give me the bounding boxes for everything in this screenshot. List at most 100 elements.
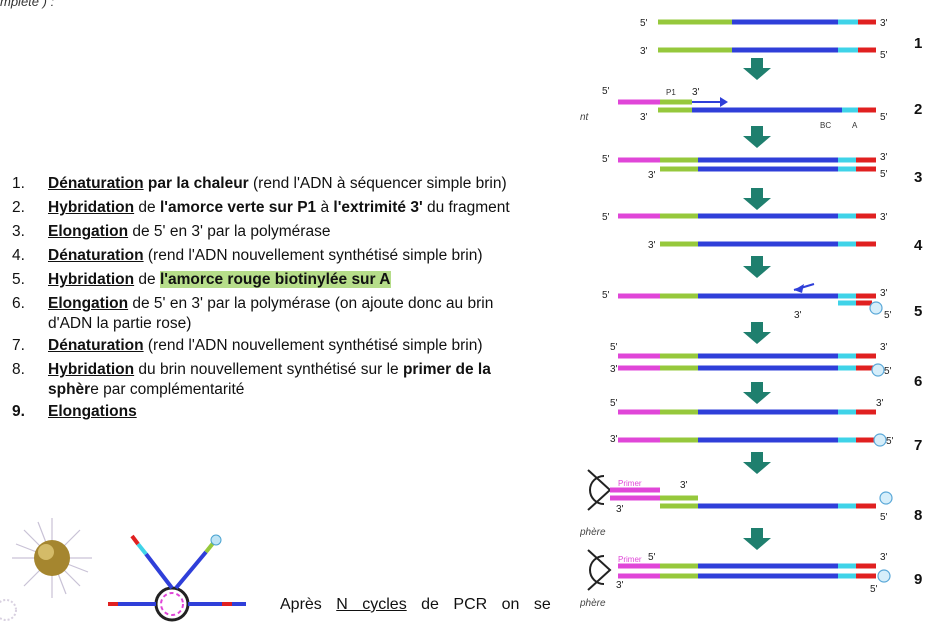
cut-text-nt: nt [580,112,590,123]
step-bold: l'amorce verte sur P1 [159,199,317,216]
strand-end-label: 5' [648,552,656,563]
step-number: 9. [12,403,25,420]
sphere-arc [589,475,605,505]
down-arrow-icon [743,266,771,278]
step-number: 3. [12,223,25,240]
step-keyword: Hybridation [48,199,135,216]
strand-end-label: 5' [880,169,888,180]
truncated-heading-fragment: mplète ) : [0,0,55,9]
strand-end-label: 5' [602,290,610,301]
strand-end-label: 3' [692,87,700,98]
step-text: du fragment [422,199,510,216]
step-1: 1. Dénaturation par la chaleur (rend l'A… [12,172,582,196]
strand-end-label: 3' [610,434,618,445]
steps-list: 1. Dénaturation par la chaleur (rend l'A… [12,172,582,424]
step-number-label: 8 [914,507,922,524]
step-number-label: 7 [914,437,922,454]
step-6: 6. Elongation de 5' en 3' par la polymér… [12,292,582,334]
strand-end-label: 3' [680,480,688,491]
step-continuation: d'ADN la partie rose) [48,315,192,332]
down-arrow-icon [743,68,771,80]
bead-icon [869,301,883,315]
bead-icon [877,569,891,583]
strand-end-label: 5' [602,212,610,223]
strand-end-label: 3' [794,310,802,321]
step-text: de 5' en 3' par la polymérase [128,223,331,240]
step-number: 2. [12,199,25,216]
down-arrow-icon [751,126,763,136]
strand-end-label: 3' [880,288,888,299]
step-keyword: Elongations [48,403,137,420]
strand-end-label: 3' [880,552,888,563]
down-arrow-icon [743,136,771,148]
down-arrow-icon [751,452,763,462]
step-number-label: 2 [914,101,922,118]
down-arrow-icon [743,538,771,550]
sphere-link [587,549,612,591]
strand-end-label: 3' [880,212,888,223]
step-number: 7. [12,337,25,354]
step-keyword: Dénaturation [48,175,144,192]
step-bold: sphèr [48,381,91,398]
cut-text-sphere: phère [580,598,606,609]
down-arrow-icon [751,528,763,538]
down-arrow-icon [743,462,771,474]
strand-end-label: 5' [880,112,888,123]
step-text: (rend l'ADN nouvellement synthétisé simp… [143,247,483,264]
step-5: 5. Hybridation de l'amorce rouge biotiny… [12,268,582,292]
down-arrow-icon [743,392,771,404]
a-label: A [852,121,858,130]
step-keyword: Hybridation [48,361,135,378]
strand-end-label: 3' [610,364,618,375]
step-number: 1. [12,175,25,192]
step-8: 8. Hybridation du brin nouvellement synt… [12,358,582,400]
step-bold: par la chaleur [147,175,249,192]
bead-with-strands-icon [108,534,246,622]
step-text: (rend l'ADN nouvellement synthétisé simp… [143,337,483,354]
arrowhead-icon [794,284,804,293]
step-number-label: 1 [914,35,922,52]
step-text: de 5' en 3' par la polymérase (on ajoute… [128,295,494,312]
bottom-pre: Après [280,596,322,613]
step-keyword: Dénaturation [48,337,144,354]
step-keyword: Dénaturation [48,247,144,264]
strand-end-label: 5' [870,584,878,595]
step-text: e par complémentarité [90,381,245,398]
primer-label: Primer [618,479,642,488]
step-keyword: Elongation [48,223,129,240]
step-number-label: 4 [914,237,923,254]
strand-end-label: 3' [616,580,624,591]
down-arrow-icon [751,188,763,198]
bc-label: BC [820,121,831,130]
step-keyword: Hybridation [48,271,135,288]
strand-end-label: 5' [610,342,618,353]
step-number: 8. [12,361,25,378]
bead-icon [873,433,887,447]
primer-label: Primer [618,555,642,564]
down-arrow-icon [751,322,763,332]
down-arrow-icon [751,256,763,266]
step-bold: primer de la [402,361,491,378]
highlighted-text: l'amorce rouge biotinylée sur A [159,271,391,288]
step-number-label: 3 [914,169,922,186]
step-text: à [316,199,334,216]
step-9: 9. Elongations [12,400,582,424]
step-number-label: 9 [914,571,922,588]
step-text: de [134,271,160,288]
step-continuation: sphère par complémentarité [48,380,582,400]
step-7: 7. Dénaturation (rend l'ADN nouvellement… [12,334,582,358]
strand-end-label: 5' [880,512,888,523]
strand-end-label: 3' [640,46,648,57]
bead-icon [879,491,893,505]
strand-end-label: 5' [640,18,648,29]
step-number-label: 6 [914,373,922,390]
step-4: 4. Dénaturation (rend l'ADN nouvellement… [12,244,582,268]
bottom-sentence: Après N cycles de PCR on se [280,596,551,614]
step-3: 3. Elongation de 5' en 3' par la polymér… [12,220,582,244]
strand-end-label: 3' [880,152,888,163]
bottom-post: de PCR on se [421,596,551,613]
arrowhead-icon [720,97,728,107]
strand-end-label: 5' [602,86,610,97]
step-number: 4. [12,247,25,264]
strand-end-label: 5' [884,310,892,321]
